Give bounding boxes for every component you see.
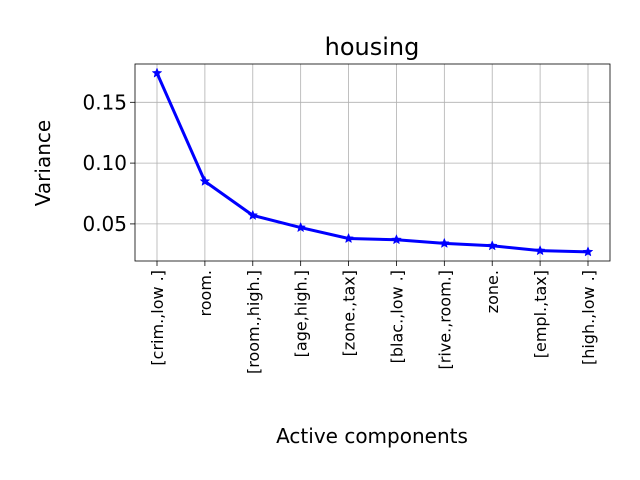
data-point [534,244,546,256]
y-tick-label: 0.15 [82,90,127,114]
series-line [155,71,590,254]
x-tick-label: [blac.,low .] [387,270,406,363]
plot-frame [134,63,611,262]
x-tick-label: [room.,high.] [244,270,263,374]
data-point [151,67,163,78]
data-point [295,221,307,233]
x-tick-label: [age,high.] [292,270,311,357]
data-point [486,240,498,251]
x-ticks: [crim.,low .] room. [room.,high.] [age,high… [148,261,598,374]
grid [135,64,610,261]
data-point [343,232,354,244]
x-tick-label: [empl.,tax] [531,270,550,358]
data-point [391,234,402,245]
chart-title: housing [325,33,420,61]
data-point [582,246,594,257]
x-axis-label: Active components [276,424,468,448]
x-tick-label: [zone.,tax] [340,270,359,356]
data-point [247,209,259,220]
data-point [438,237,450,248]
x-tick-label: [crim.,low .] [148,270,167,366]
data-point [199,175,211,186]
x-tick-label: [high.,low .] [579,270,598,365]
y-axis-label: Variance [31,120,55,206]
x-tick-label: [rive.,room.] [435,270,454,369]
y-ticks: 0.05 0.10 0.15 [82,90,135,236]
x-tick-label: room. [196,270,215,316]
y-tick-label: 0.10 [82,151,127,175]
x-tick-label: zone. [483,270,502,313]
y-tick-label: 0.05 [82,212,127,236]
series-group [151,67,594,257]
